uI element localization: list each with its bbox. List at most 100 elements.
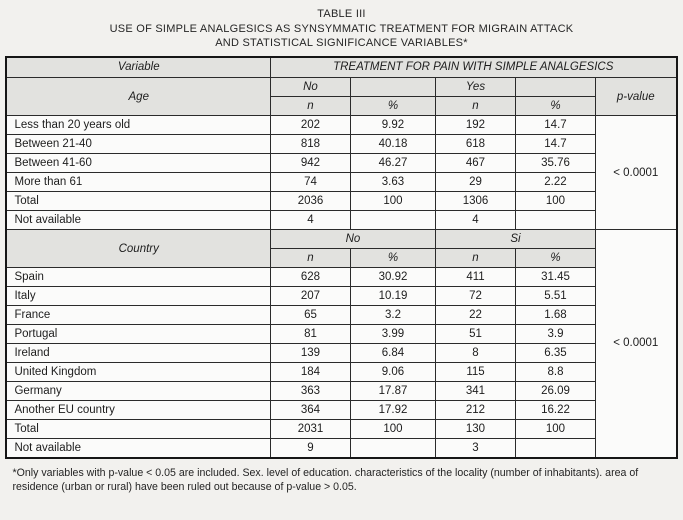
row-value: 1306 [434, 191, 516, 212]
row-value: 9.06 [349, 362, 436, 383]
n-header: n [269, 248, 351, 269]
row-label: France [5, 305, 271, 326]
percent-header: % [349, 96, 436, 117]
row-value: 14.7 [514, 134, 596, 155]
country-si-header: Si [434, 229, 596, 250]
row-value: 411 [434, 267, 516, 288]
row-value: 100 [349, 191, 436, 212]
age-header-row: Age No Yes p-value [5, 77, 678, 117]
row-value: 2.22 [514, 172, 596, 193]
row-value: 100 [514, 419, 596, 440]
percent-header: % [349, 248, 436, 269]
data-row: Germany 363 17.87 341 26.09 [5, 381, 676, 402]
table-header-group: Variable TREATMENT FOR PAIN WITH SIMPLE … [5, 56, 678, 117]
row-value: 40.18 [349, 134, 436, 155]
row-label: Total [5, 419, 271, 440]
row-value: 2036 [269, 191, 351, 212]
row-value: 202 [269, 115, 351, 136]
row-value: 46.27 [349, 153, 436, 174]
row-value [349, 438, 436, 459]
row-value: 81 [269, 324, 351, 345]
row-value: 17.92 [349, 400, 436, 421]
row-value: 2031 [269, 419, 351, 440]
variable-header: Variable [5, 56, 271, 79]
data-row: Portugal 81 3.99 51 3.9 [5, 324, 676, 345]
row-label: Germany [5, 381, 271, 402]
table-title-line2: AND STATISTICAL SIGNIFICANCE VARIABLES* [215, 37, 468, 50]
row-value: 341 [434, 381, 516, 402]
data-row: Between 41-60 942 46.27 467 35.76 [5, 153, 676, 174]
treatment-header: TREATMENT FOR PAIN WITH SIMPLE ANALGESIC… [269, 56, 678, 79]
row-value: 3.9 [514, 324, 596, 345]
row-value: 74 [269, 172, 351, 193]
n-header: n [434, 96, 516, 117]
row-value: 100 [349, 419, 436, 440]
table-title-line1: USE OF SIMPLE ANALGESICS AS SYNSYMMATIC … [109, 22, 574, 35]
age-section-label: Age [5, 77, 271, 117]
table-number: TABLE III [317, 8, 366, 20]
row-label: Not available [5, 210, 271, 231]
row-label: Portugal [5, 324, 271, 345]
empty-header-cell [349, 77, 436, 98]
row-value: 8.8 [514, 362, 596, 383]
data-row: Less than 20 years old 202 9.92 192 14.7 < 0.… [5, 115, 678, 231]
row-value: 4 [269, 210, 351, 231]
yes-header: Yes [434, 77, 516, 98]
data-row: Spain 628 30.92 411 31.45 [5, 267, 676, 288]
p-value-cell: < 0.0001 [594, 115, 678, 231]
row-value: 4 [434, 210, 516, 231]
row-value: 467 [434, 153, 516, 174]
data-row: France 65 3.2 22 1.68 [5, 305, 676, 326]
row-value: 139 [269, 343, 351, 364]
row-value: 9 [269, 438, 351, 459]
row-value: 212 [434, 400, 516, 421]
row-value: 30.92 [349, 267, 436, 288]
row-label: United Kingdom [5, 362, 271, 383]
data-row: Italy 207 10.19 72 5.51 [5, 286, 676, 307]
row-value: 363 [269, 381, 351, 402]
row-value: 207 [269, 286, 351, 307]
row-value: 100 [514, 191, 596, 212]
row-value: 35.76 [514, 153, 596, 174]
country-section-label: Country [5, 229, 271, 269]
row-label: Less than 20 years old [5, 115, 271, 136]
row-label: More than 61 [5, 172, 271, 193]
age-rows-group: Less than 20 years old 202 9.92 192 14.7 < 0.… [5, 115, 678, 231]
row-value: 51 [434, 324, 516, 345]
row-value: 8 [434, 343, 516, 364]
country-p-value-cell: < 0.0001 [594, 229, 678, 459]
row-value: 72 [434, 286, 516, 307]
row-value [514, 438, 596, 459]
row-value: 9.92 [349, 115, 436, 136]
row-value: 364 [269, 400, 351, 421]
row-value: 184 [269, 362, 351, 383]
data-row: Another EU country 364 17.92 212 16.22 [5, 400, 676, 421]
row-value: 942 [269, 153, 351, 174]
row-value: 192 [434, 115, 516, 136]
row-value: 3.99 [349, 324, 436, 345]
data-row: Not available 9 3 [5, 438, 676, 459]
row-value: 115 [434, 362, 516, 383]
row-value: 16.22 [514, 400, 596, 421]
analgesics-table: Variable TREATMENT FOR PAIN WITH SIMPLE … [5, 55, 678, 459]
row-value: 6.84 [349, 343, 436, 364]
country-no-header: No [269, 229, 436, 250]
row-value [514, 210, 596, 231]
row-value: 3 [434, 438, 516, 459]
country-rows-group: Country No Si < 0.0001 n % n % Spain 628 3… [5, 229, 678, 459]
row-value: 17.87 [349, 381, 436, 402]
row-value: 26.09 [514, 381, 596, 402]
row-value: 3.2 [349, 305, 436, 326]
row-label: Ireland [5, 343, 271, 364]
no-header: No [269, 77, 351, 98]
row-value: 628 [269, 267, 351, 288]
row-value: 130 [434, 419, 516, 440]
row-value: 818 [269, 134, 351, 155]
row-value: 3.63 [349, 172, 436, 193]
country-header-row: Country No Si < 0.0001 [5, 229, 678, 459]
data-row: Between 21-40 818 40.18 618 14.7 [5, 134, 676, 155]
empty-header-cell [514, 77, 596, 98]
row-label: Not available [5, 438, 271, 459]
data-row: Ireland 139 6.84 8 6.35 [5, 343, 676, 364]
row-value: 5.51 [514, 286, 596, 307]
